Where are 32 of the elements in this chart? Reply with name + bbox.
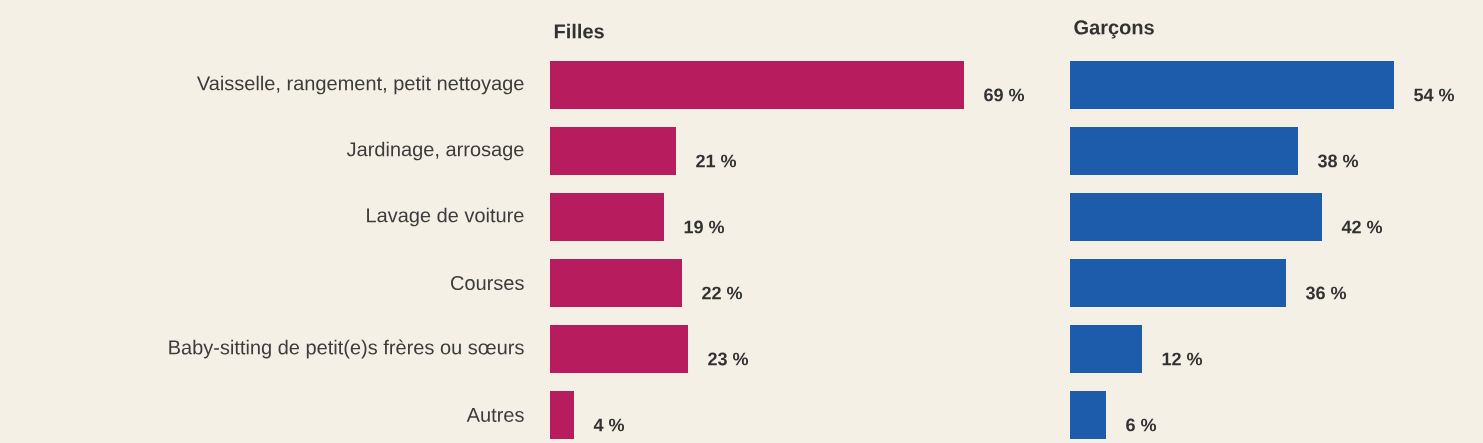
data-label: 42 % [1341, 220, 1383, 234]
data-label: 6 % [1126, 418, 1157, 432]
y-tick-label: Lavage de voiture [367, 207, 524, 227]
bar [550, 258, 683, 307]
chart-title: Garçons [1074, 20, 1154, 39]
bar [1070, 324, 1143, 373]
y-tick-label: Vaisselle, rangement, petit nettoyage [196, 75, 524, 95]
bar [1070, 390, 1107, 439]
y-tick-label: Baby-sitting de petit(e)s frères ou sœurs [169, 339, 524, 359]
bar [550, 390, 575, 439]
bar [1070, 60, 1394, 109]
data-label: 22 % [702, 286, 743, 300]
bar [1070, 126, 1298, 175]
bar [550, 126, 677, 175]
bar [550, 192, 665, 241]
data-label: 12 % [1162, 352, 1203, 366]
data-label: 54 % [1414, 88, 1455, 102]
bar [1070, 192, 1323, 241]
data-label: 36 % [1305, 286, 1347, 300]
data-label: 23 % [708, 352, 749, 366]
data-label: 21 % [696, 154, 737, 168]
bar [550, 324, 689, 373]
y-tick-label: Courses [451, 275, 524, 291]
data-label: 38 % [1317, 154, 1359, 168]
bar [1070, 258, 1287, 307]
data-label: 69 % [984, 88, 1025, 102]
data-label: 19 % [684, 220, 725, 234]
chart-title: Filles [554, 23, 604, 39]
y-tick-label: Autres [466, 408, 524, 422]
y-tick-label: Jardinage, arrosage [346, 141, 524, 161]
bar [550, 60, 965, 109]
data-label: 4 % [593, 418, 625, 432]
